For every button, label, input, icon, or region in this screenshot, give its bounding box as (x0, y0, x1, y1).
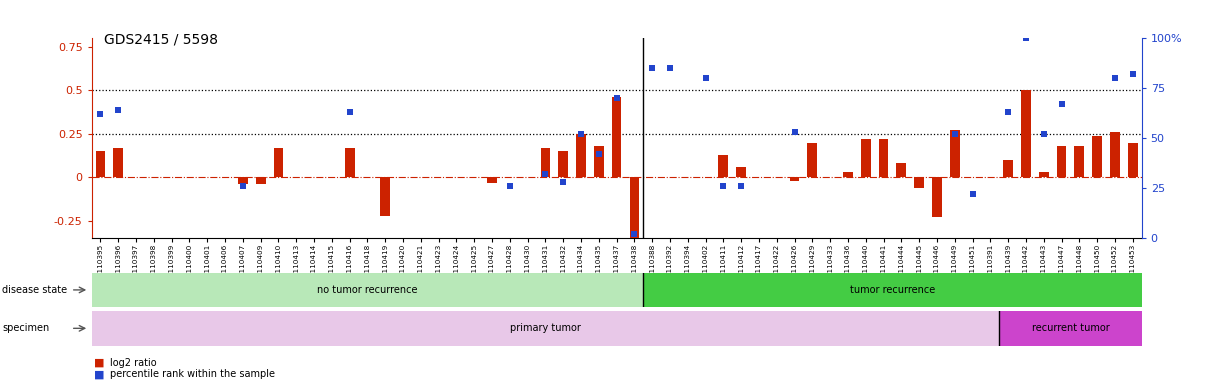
Text: disease state: disease state (2, 285, 67, 295)
Bar (558, 151, 568, 177)
Text: log2 ratio: log2 ratio (110, 358, 156, 368)
Bar (915, 177, 924, 188)
Bar (612, 98, 621, 177)
Bar (999, 311, 1142, 346)
Text: specimen: specimen (2, 323, 50, 333)
Bar (92, 273, 643, 307)
Bar (630, 177, 640, 238)
Bar (541, 148, 551, 177)
Bar (950, 131, 960, 177)
Bar (1004, 160, 1013, 177)
Bar (1039, 172, 1049, 177)
Bar (1110, 132, 1120, 177)
Bar (842, 172, 852, 177)
Bar (896, 164, 906, 177)
Bar (1021, 91, 1031, 177)
Bar (1128, 142, 1138, 177)
Bar (879, 139, 889, 177)
Bar (643, 273, 1142, 307)
Bar (593, 146, 603, 177)
Bar (114, 148, 123, 177)
Bar (932, 177, 941, 217)
Text: percentile rank within the sample: percentile rank within the sample (110, 369, 275, 379)
Bar (344, 148, 354, 177)
Text: GDS2415 / 5598: GDS2415 / 5598 (104, 32, 217, 46)
Bar (95, 151, 105, 177)
Bar (807, 142, 817, 177)
Bar (1056, 146, 1066, 177)
Text: recurrent tumor: recurrent tumor (1032, 323, 1110, 333)
Bar (790, 177, 800, 181)
Bar (255, 177, 265, 184)
Bar (861, 139, 871, 177)
Bar (274, 148, 283, 177)
Text: ■: ■ (94, 358, 105, 368)
Bar (92, 311, 999, 346)
Bar (1074, 146, 1084, 177)
Bar (576, 134, 586, 177)
Text: primary tumor: primary tumor (510, 323, 581, 333)
Bar (1093, 136, 1103, 177)
Bar (736, 167, 746, 177)
Bar (487, 177, 497, 182)
Bar (238, 177, 248, 184)
Bar (381, 177, 391, 215)
Text: no tumor recurrence: no tumor recurrence (317, 285, 418, 295)
Text: tumor recurrence: tumor recurrence (850, 285, 935, 295)
Text: ■: ■ (94, 369, 105, 379)
Bar (718, 155, 728, 177)
